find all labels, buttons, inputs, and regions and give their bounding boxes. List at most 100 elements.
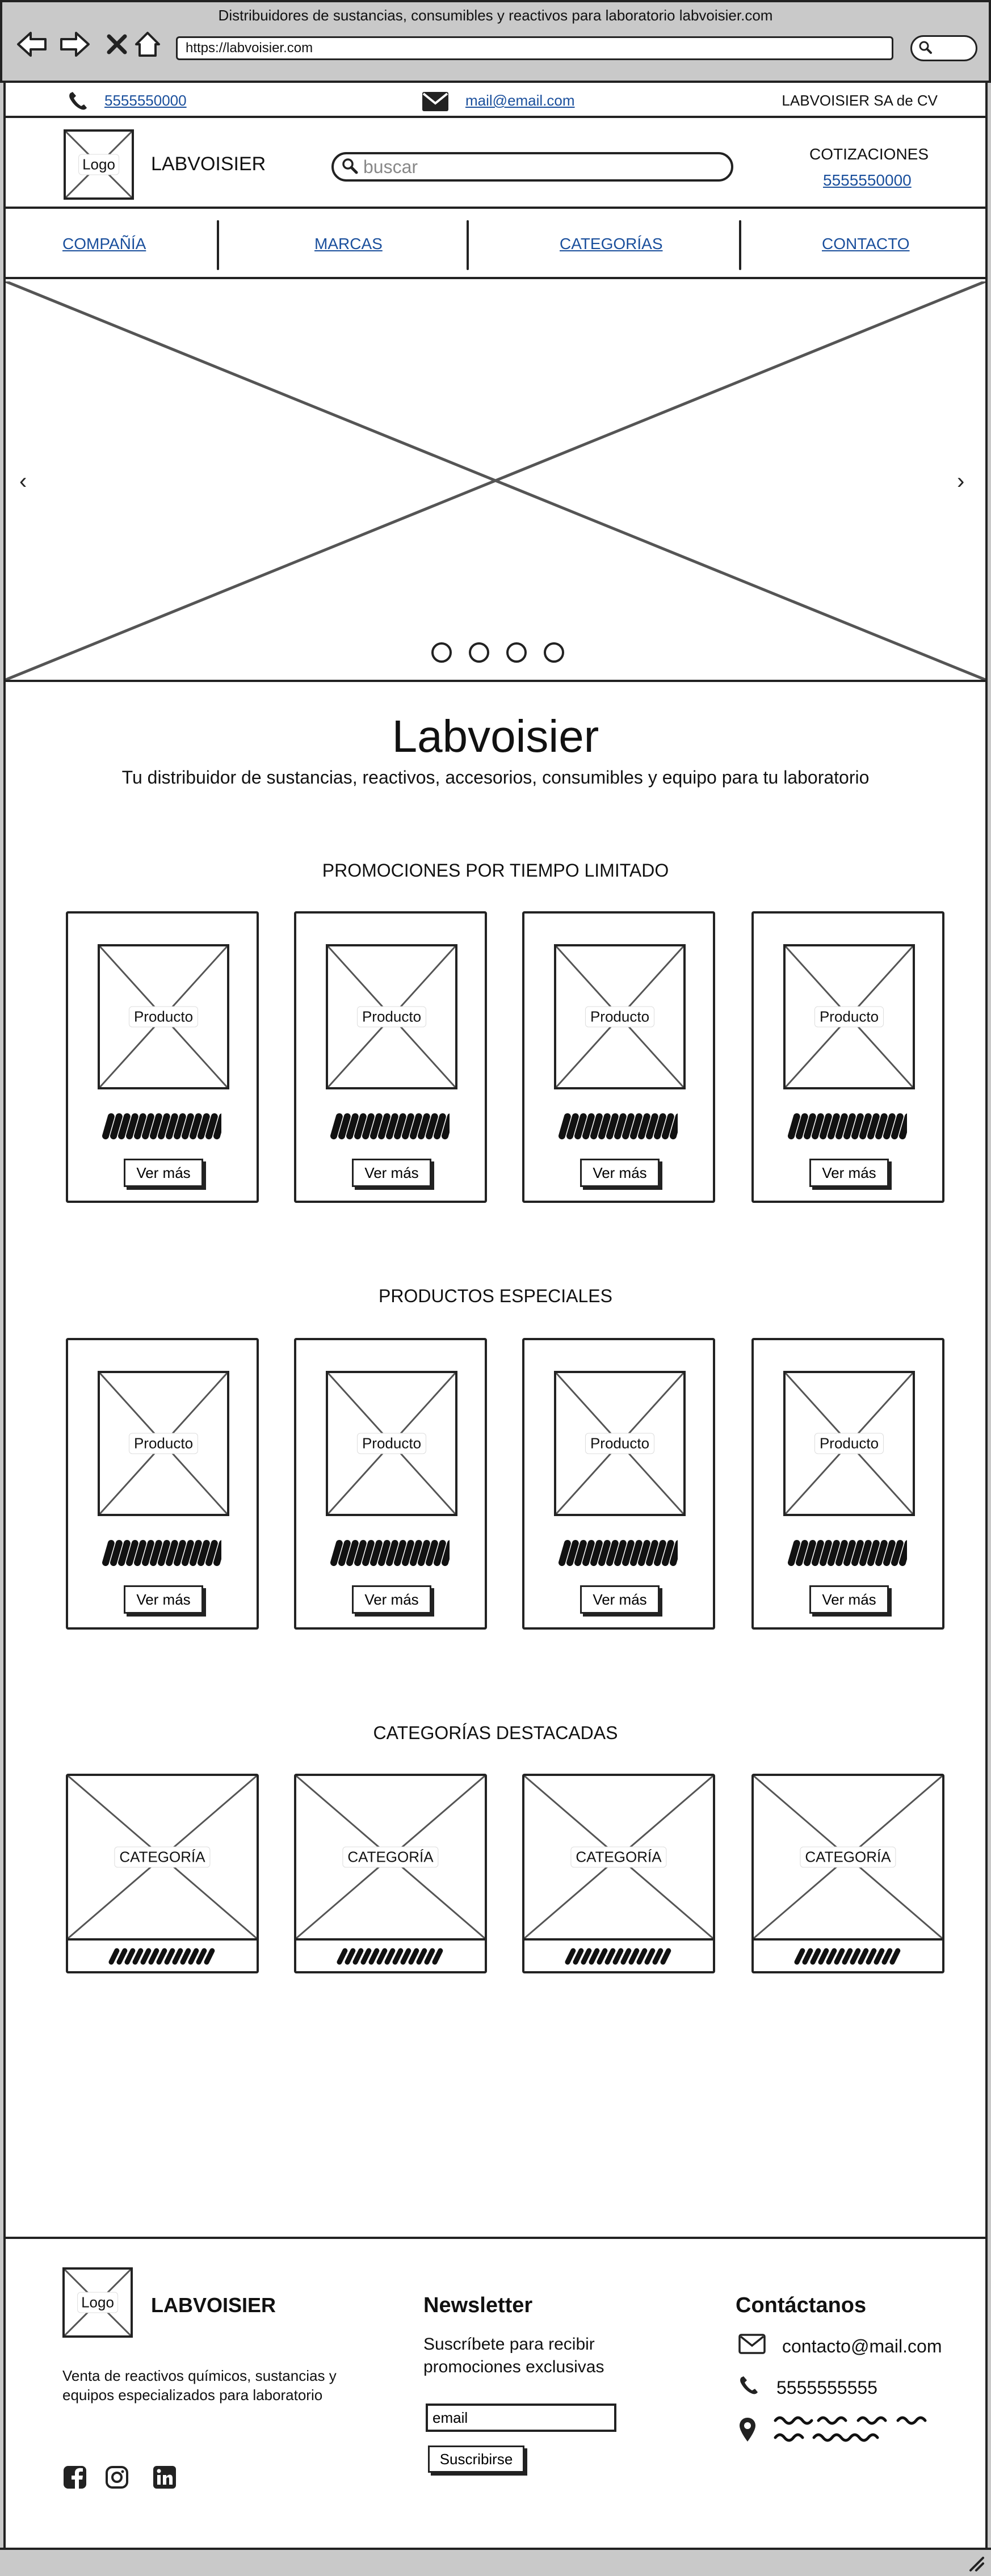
product-label: Producto <box>128 1006 199 1028</box>
quotes-phone-link[interactable]: 5555550000 <box>823 171 912 189</box>
main-nav: COMPAÑÍA MARCAS CATEGORÍAS CONTACTO <box>6 211 985 279</box>
hero-image-placeholder <box>6 281 985 680</box>
category-image-placeholder: CATEGORÍA <box>524 1776 713 1941</box>
nav-separator <box>217 220 219 270</box>
specials-title: PRODUCTOS ESPECIALES <box>379 1286 612 1306</box>
product-image-placeholder: Producto <box>98 1371 229 1516</box>
nav-item-categorias[interactable]: CATEGORÍAS <box>560 235 663 252</box>
product-card[interactable]: Producto Ver más <box>522 1338 715 1630</box>
carousel-dot-4[interactable] <box>544 642 564 663</box>
category-label: CATEGORÍA <box>114 1846 211 1868</box>
category-card[interactable]: CATEGORÍA <box>294 1774 487 1973</box>
header-logo[interactable]: Logo <box>64 129 134 200</box>
stop-icon[interactable] <box>101 28 133 60</box>
category-name-scribble <box>564 1946 672 1969</box>
nav-item-contacto[interactable]: CONTACTO <box>822 235 910 252</box>
categories-title: CATEGORÍAS DESTACADAS <box>373 1723 618 1743</box>
browser-search-field[interactable] <box>910 35 977 61</box>
company-name: LABVOISIER SA de CV <box>782 92 938 109</box>
nav-separator <box>739 220 741 270</box>
category-label: CATEGORÍA <box>570 1846 667 1868</box>
price-scribble <box>330 1112 454 1143</box>
product-image-placeholder: Producto <box>783 1371 915 1516</box>
logo-label: Logo <box>77 2292 118 2313</box>
url-bar[interactable]: https://labvoisier.com <box>176 36 893 60</box>
product-label: Producto <box>585 1006 655 1028</box>
newsletter-description: Suscríbete para recibir promociones excl… <box>423 2335 604 2376</box>
phone-icon <box>67 91 90 114</box>
back-arrow-icon[interactable] <box>16 28 48 60</box>
browser-window-title: Distribuidores de sustancias, consumible… <box>218 7 773 24</box>
forward-arrow-icon[interactable] <box>59 28 91 60</box>
contact-phone-row: 5555555555 <box>738 2375 877 2400</box>
product-card[interactable]: Producto Ver más <box>66 911 259 1203</box>
price-scribble <box>559 1539 682 1570</box>
ver-mas-button[interactable]: Ver más <box>809 1585 889 1614</box>
product-image-placeholder: Producto <box>554 1371 686 1516</box>
nav-item-marcas[interactable]: MARCAS <box>314 235 383 252</box>
ver-mas-button[interactable]: Ver más <box>580 1159 660 1187</box>
ver-mas-button[interactable]: Ver más <box>580 1585 660 1614</box>
product-card[interactable]: Producto Ver más <box>751 911 944 1203</box>
hero-carousel: ‹ › <box>6 281 985 682</box>
carousel-prev-arrow[interactable]: ‹ <box>19 469 27 494</box>
price-scribble <box>330 1539 454 1570</box>
subscribe-button[interactable]: Suscribirse <box>428 2445 524 2473</box>
carousel-dot-1[interactable] <box>431 642 452 663</box>
site-title: Labvoisier <box>392 711 599 761</box>
search-icon <box>918 40 933 57</box>
contact-title: Contáctanos <box>736 2293 867 2317</box>
header-brand-name: LABVOISIER <box>151 153 266 175</box>
top-phone-link[interactable]: 5555550000 <box>104 92 187 109</box>
price-scribble <box>102 1112 226 1143</box>
newsletter-email-input[interactable] <box>426 2404 616 2432</box>
site-footer: Logo LABVOISIER Venta de reactivos quími… <box>6 2237 985 2548</box>
product-card[interactable]: Producto Ver más <box>66 1338 259 1630</box>
carousel-dot-3[interactable] <box>506 642 527 663</box>
browser-chrome: Distribuidores de sustancias, consumible… <box>0 0 991 83</box>
resize-grip-icon[interactable] <box>967 2554 984 2571</box>
category-card[interactable]: CATEGORÍA <box>522 1774 715 1973</box>
newsletter-title: Newsletter <box>423 2293 533 2317</box>
contact-email[interactable]: contacto@mail.com <box>782 2335 942 2356</box>
category-card[interactable]: CATEGORÍA <box>66 1774 259 1973</box>
linkedin-icon[interactable] <box>152 2465 177 2490</box>
carousel-dots <box>431 642 564 663</box>
site-tagline: Tu distribuidor de sustancias, reactivos… <box>121 767 870 788</box>
site-header: Logo LABVOISIER COTIZACIONES 5555550000 <box>6 120 985 209</box>
location-pin-icon <box>738 2417 757 2447</box>
footer-description: Venta de reactivos químicos, sustancias … <box>62 2367 337 2404</box>
phone-icon <box>738 2375 761 2400</box>
ver-mas-button[interactable]: Ver más <box>124 1585 203 1614</box>
product-label: Producto <box>356 1006 427 1028</box>
instagram-icon[interactable] <box>104 2465 129 2490</box>
promos-title: PROMOCIONES POR TIEMPO LIMITADO <box>322 860 669 881</box>
product-label: Producto <box>585 1433 655 1454</box>
category-label: CATEGORÍA <box>342 1846 439 1868</box>
category-card[interactable]: CATEGORÍA <box>751 1774 944 1973</box>
product-image-placeholder: Producto <box>326 1371 457 1516</box>
price-scribble <box>102 1539 226 1570</box>
ver-mas-button[interactable]: Ver más <box>352 1585 431 1614</box>
home-icon[interactable] <box>132 28 163 60</box>
ver-mas-button[interactable]: Ver más <box>809 1159 889 1187</box>
facebook-icon[interactable] <box>62 2465 87 2490</box>
carousel-dot-2[interactable] <box>469 642 489 663</box>
ver-mas-button[interactable]: Ver más <box>124 1159 203 1187</box>
search-input[interactable] <box>363 156 715 178</box>
product-card[interactable]: Producto Ver más <box>294 911 487 1203</box>
site-search[interactable] <box>331 152 733 182</box>
product-card[interactable]: Producto Ver más <box>751 1338 944 1630</box>
contact-phone[interactable]: 5555555555 <box>776 2377 877 2398</box>
nav-item-compania[interactable]: COMPAÑÍA <box>62 235 146 252</box>
logo-label: Logo <box>78 154 119 175</box>
product-card[interactable]: Producto Ver más <box>522 911 715 1203</box>
ver-mas-button[interactable]: Ver más <box>352 1159 431 1187</box>
footer-logo[interactable]: Logo <box>62 2267 133 2338</box>
top-email-link[interactable]: mail@email.com <box>465 92 575 109</box>
product-card[interactable]: Producto Ver más <box>294 1338 487 1630</box>
carousel-next-arrow[interactable]: › <box>957 469 965 494</box>
quotes-title: COTIZACIONES <box>809 145 929 163</box>
category-label: CATEGORÍA <box>800 1846 896 1868</box>
mail-icon <box>421 91 450 115</box>
